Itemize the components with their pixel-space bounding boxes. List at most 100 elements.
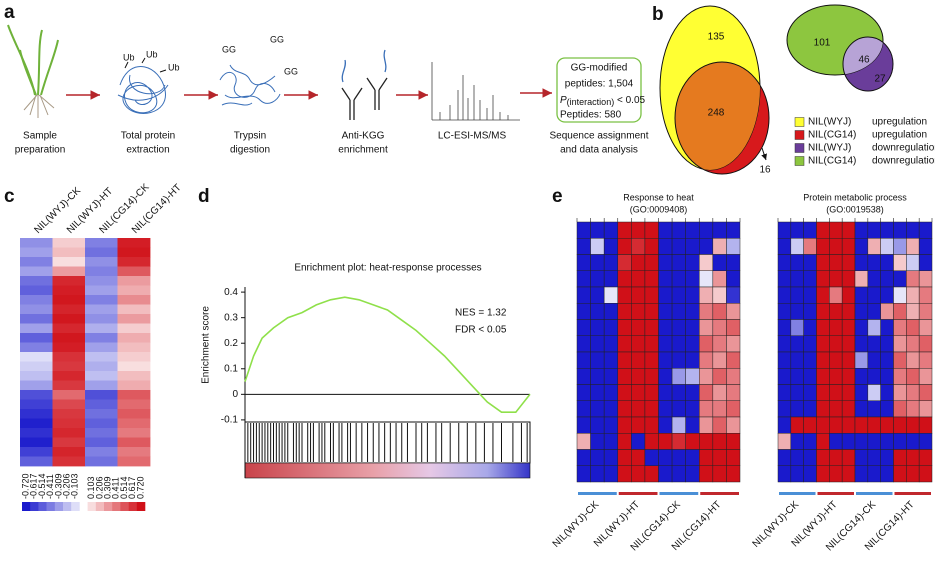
heat-cell <box>671 254 686 271</box>
heat-cell <box>590 433 605 450</box>
heat-cell <box>631 433 646 450</box>
heat-cell <box>617 335 632 353</box>
heat-cell <box>85 428 118 438</box>
heat-cell <box>685 221 700 239</box>
heat-cell <box>816 416 830 434</box>
heat-cell <box>685 254 700 271</box>
heat-cell <box>906 465 920 483</box>
heat-cell <box>671 221 686 239</box>
heat-cell <box>685 465 700 483</box>
heat-cell <box>829 238 843 255</box>
heat-cell <box>867 270 881 288</box>
heat-cell <box>699 351 714 369</box>
heat-cell <box>803 286 817 304</box>
es-line <box>244 296 531 413</box>
heat-cell <box>52 371 86 381</box>
heat-cell <box>20 428 53 438</box>
step-label: preparation <box>15 145 66 156</box>
heat-cell <box>85 380 118 391</box>
heat-cell <box>603 335 619 353</box>
heat-cell <box>699 400 714 418</box>
heat-cell <box>829 384 843 401</box>
heat-cell <box>726 286 741 304</box>
heatmap-title: Response to heat <box>623 192 694 202</box>
heat-cell <box>644 238 659 255</box>
heat-cell <box>20 238 53 248</box>
heat-cell <box>726 303 741 320</box>
heat-cell <box>644 400 659 418</box>
heat-cell <box>631 384 646 401</box>
heat-cell <box>20 304 53 315</box>
protein-icon <box>117 57 169 114</box>
heat-cell <box>841 465 856 483</box>
heat-cell <box>52 409 86 419</box>
heat-cell <box>590 303 605 320</box>
heat-cell <box>644 254 659 271</box>
heat-cell <box>631 286 646 304</box>
heat-cell <box>617 286 632 304</box>
heat-cell <box>20 390 53 400</box>
panel-label: e <box>552 186 563 207</box>
heat-cell <box>803 238 817 255</box>
group-bar <box>856 492 893 495</box>
heat-cell <box>685 286 700 304</box>
heat-cell <box>52 247 86 258</box>
heat-cell <box>699 384 714 401</box>
heat-cell <box>790 238 804 255</box>
heat-cell <box>85 295 118 305</box>
heat-cell <box>918 465 933 483</box>
heat-cell <box>617 270 632 288</box>
heat-cell <box>603 400 619 418</box>
step-label: Sample <box>23 131 57 142</box>
panel-label: b <box>652 4 664 25</box>
heat-cell <box>685 416 700 434</box>
step-label: and data analysis <box>560 145 638 156</box>
heat-cell <box>880 449 894 466</box>
heat-cell <box>117 285 151 296</box>
heat-cell <box>117 447 151 457</box>
heat-cell <box>576 254 591 271</box>
heat-cell <box>893 465 907 483</box>
heat-cell <box>880 221 894 239</box>
heat-cell <box>790 384 804 401</box>
heat-cell <box>590 254 605 271</box>
colorbar-block <box>38 502 47 511</box>
box-text: P <box>560 95 567 106</box>
y-tick-label: 0 <box>232 389 238 400</box>
heat-cell <box>631 351 646 369</box>
heat-cell <box>893 384 907 401</box>
heat-cell <box>841 449 856 466</box>
heat-cell <box>52 285 86 296</box>
heat-cell <box>726 400 741 418</box>
heat-cell <box>52 295 86 305</box>
heat-cell <box>726 270 741 288</box>
venn-count: 101 <box>814 38 831 49</box>
heat-cell <box>52 314 86 324</box>
heat-cell <box>726 416 741 434</box>
heat-cell <box>918 221 933 239</box>
heat-cell <box>906 351 920 369</box>
heat-cell <box>576 433 591 450</box>
heat-cell <box>85 276 118 286</box>
venn-count: 248 <box>708 108 725 119</box>
heat-cell <box>644 416 659 434</box>
heat-cell <box>590 221 605 239</box>
heat-cell <box>777 238 792 255</box>
heat-cell <box>20 418 53 429</box>
legend-swatch <box>794 156 805 166</box>
heat-cell <box>777 351 792 369</box>
heat-cell <box>576 270 591 288</box>
heat-cell <box>644 384 659 401</box>
heat-cell <box>803 351 817 369</box>
heat-cell <box>880 238 894 255</box>
heat-cell <box>906 433 920 450</box>
heat-cell <box>906 368 920 385</box>
heat-cell <box>644 433 659 450</box>
heat-cell <box>854 400 869 418</box>
heat-cell <box>816 384 830 401</box>
heat-cell <box>790 368 804 385</box>
heat-cell <box>816 465 830 483</box>
heat-cell <box>841 368 856 385</box>
group-bar <box>618 492 658 495</box>
